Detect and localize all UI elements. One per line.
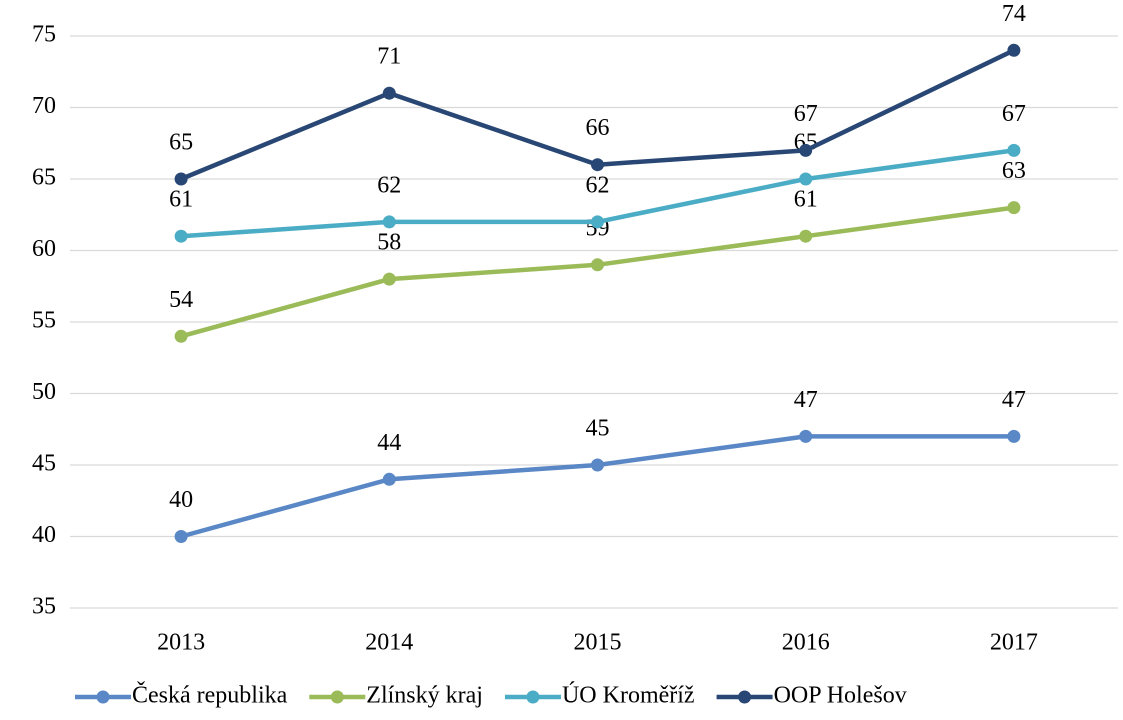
data-label: 71 — [377, 44, 401, 70]
data-point — [174, 530, 188, 543]
data-label: 74 — [1002, 1, 1026, 27]
x-tick-label: 2017 — [990, 630, 1038, 656]
data-label: 45 — [586, 416, 610, 442]
y-tick-label: 50 — [32, 379, 56, 405]
y-tick-label: 35 — [32, 594, 56, 620]
y-tick-label: 75 — [32, 22, 56, 48]
data-point — [382, 272, 396, 286]
data-point — [1007, 143, 1021, 157]
data-label: 67 — [1002, 101, 1026, 127]
legend-label: Zlínský kraj — [366, 683, 483, 709]
data-point — [1007, 429, 1021, 443]
y-tick-label: 45 — [32, 451, 56, 477]
legend-label: Česká republika — [132, 682, 288, 709]
data-point — [799, 229, 813, 243]
data-label: 62 — [586, 172, 610, 198]
data-point — [382, 215, 396, 229]
data-point — [174, 229, 188, 243]
data-point — [174, 329, 188, 343]
x-tick-label: 2015 — [574, 630, 622, 656]
y-tick-label: 55 — [32, 308, 56, 334]
x-tick-label: 2014 — [365, 630, 413, 656]
data-point — [174, 172, 188, 186]
data-label: 47 — [794, 387, 818, 413]
data-point — [591, 258, 604, 272]
data-label: 63 — [1002, 158, 1026, 184]
data-point — [591, 458, 604, 472]
data-label: 40 — [169, 487, 193, 513]
data-label: 44 — [377, 430, 401, 456]
data-point — [591, 215, 604, 229]
data-label: 58 — [377, 230, 401, 256]
data-label: 67 — [794, 101, 818, 127]
y-tick-label: 70 — [32, 93, 56, 119]
legend-marker — [738, 690, 752, 704]
data-point — [799, 429, 813, 443]
data-label: 62 — [377, 172, 401, 198]
data-point — [799, 172, 813, 186]
legend-label: ÚO Kroměříž — [562, 682, 695, 709]
data-point — [799, 143, 813, 157]
data-point — [382, 472, 396, 486]
data-label: 61 — [169, 187, 193, 213]
data-label: 47 — [1002, 387, 1026, 413]
data-label: 66 — [586, 115, 610, 141]
data-point — [382, 86, 396, 100]
data-point — [1007, 43, 1021, 57]
data-label: 61 — [794, 187, 818, 213]
data-label: 54 — [169, 287, 193, 313]
legend-marker — [96, 690, 110, 704]
x-tick-label: 2016 — [782, 630, 830, 656]
data-point — [591, 158, 604, 172]
data-point — [1007, 201, 1021, 215]
y-tick-label: 60 — [32, 236, 56, 262]
legend-marker — [526, 690, 540, 704]
x-tick-label: 2013 — [157, 630, 205, 656]
y-tick-label: 40 — [32, 522, 56, 548]
legend-label: OOP Holešov — [774, 683, 907, 709]
y-tick-label: 65 — [32, 165, 56, 191]
data-label: 65 — [169, 130, 193, 156]
series-line — [180, 434, 1014, 539]
legend-marker — [330, 690, 344, 704]
